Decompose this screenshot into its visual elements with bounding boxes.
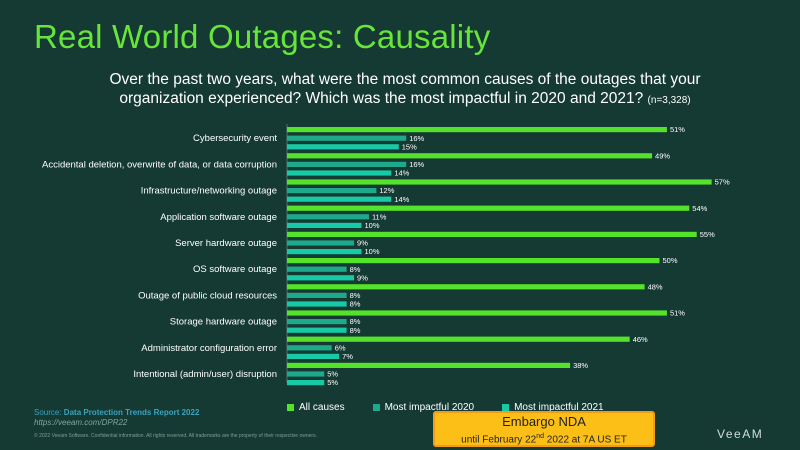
value-label-impactful-2021-administrator-configuration-error: 7%: [342, 352, 353, 361]
subtitle-question: organization experienced? Which was the …: [119, 90, 644, 107]
value-label-impactful-2020-intentional-admin-user-disruption: 5%: [327, 370, 338, 379]
category-label-intentional-admin-user-disruption: Intentional (admin/user) disruption: [133, 369, 277, 380]
value-label-impactful-2021-intentional-admin-user-disruption: 5%: [327, 378, 338, 387]
value-label-impactful-2021-server-hardware-outage: 10%: [365, 247, 380, 256]
value-label-impactful-2020-storage-hardware-outage: 8%: [350, 317, 361, 326]
bar-all-causes-infrastructure-networking-outage: [287, 179, 712, 185]
bar-impactful-2021-os-software-outage: [287, 275, 355, 281]
bar-all-causes-accidental-deletion-overwrite-of-data-or-data-corruption: [287, 153, 653, 159]
bar-impactful-2021-intentional-admin-user-disruption: [287, 380, 325, 386]
bar-impactful-2020-outage-of-public-cloud-resources: [287, 292, 347, 298]
value-label-all-causes-os-software-outage: 50%: [663, 256, 678, 265]
category-label-application-software-outage: Application software outage: [160, 212, 277, 223]
bar-impactful-2020-accidental-deletion-overwrite-of-data-or-data-corruption: [287, 161, 407, 167]
value-label-all-causes-cybersecurity-event: 51%: [670, 125, 685, 134]
category-label-administrator-configuration-error: Administrator configuration error: [141, 343, 277, 354]
bar-impactful-2020-application-software-outage: [287, 214, 369, 220]
slide-subtitle: Over the past two years, what were the m…: [70, 70, 740, 110]
value-label-impactful-2021-accidental-deletion-overwrite-of-data-or-data-corruption: 14%: [394, 169, 409, 178]
bar-impactful-2021-storage-hardware-outage: [287, 327, 347, 333]
value-label-impactful-2021-application-software-outage: 10%: [365, 221, 380, 230]
legend-item-all-causes: All causes: [287, 400, 345, 414]
value-label-impactful-2020-server-hardware-outage: 9%: [357, 239, 368, 248]
value-label-impactful-2020-infrastructure-networking-outage: 12%: [379, 186, 394, 195]
category-label-storage-hardware-outage: Storage hardware outage: [170, 317, 277, 328]
bar-all-causes-administrator-configuration-error: [287, 336, 630, 342]
value-label-impactful-2021-outage-of-public-cloud-resources: 8%: [350, 300, 361, 309]
bar-impactful-2021-accidental-deletion-overwrite-of-data-or-data-corruption: [287, 170, 392, 176]
copyright-notice: © 2022 Veeam Software. Confidential info…: [34, 433, 317, 439]
source-report-title: Data Protection Trends Report 2022: [63, 408, 200, 417]
bar-impactful-2020-server-hardware-outage: [287, 240, 355, 246]
embargo-box: Embargo NDA until February 22nd 2022 at …: [433, 411, 655, 447]
embargo-title: Embargo NDA: [502, 414, 586, 429]
legend-label-all-causes: All causes: [299, 401, 345, 413]
value-label-impactful-2021-cybersecurity-event: 15%: [402, 142, 417, 151]
value-label-impactful-2021-storage-hardware-outage: 8%: [350, 326, 361, 335]
subtitle-line-2: organization experienced? Which was the …: [70, 89, 740, 110]
value-label-impactful-2020-cybersecurity-event: 16%: [409, 134, 424, 143]
bar-impactful-2021-cybersecurity-event: [287, 144, 399, 150]
bar-all-causes-outage-of-public-cloud-resources: [287, 284, 645, 290]
value-label-all-causes-outage-of-public-cloud-resources: 48%: [648, 282, 663, 291]
bar-impactful-2020-cybersecurity-event: [287, 135, 407, 141]
bar-all-causes-storage-hardware-outage: [287, 310, 667, 316]
value-label-impactful-2020-outage-of-public-cloud-resources: 8%: [350, 291, 361, 300]
bar-all-causes-cybersecurity-event: [287, 127, 667, 133]
bar-impactful-2020-infrastructure-networking-outage: [287, 188, 377, 194]
legend-item-2021: Most impactful 2021: [502, 400, 604, 414]
embargo-date-suffix: nd: [536, 433, 544, 440]
category-label-cybersecurity-event: Cybersecurity event: [193, 133, 277, 144]
veeam-logo: VeeAM: [717, 427, 764, 441]
embargo-date-start: until February 22: [461, 434, 537, 446]
legend-item-2020: Most impactful 2020: [372, 400, 475, 414]
category-label-accidental-deletion-overwrite-of-data-or-data-corruption: Accidental deletion, overwrite of data, …: [42, 159, 277, 170]
category-label-server-hardware-outage: Server hardware outage: [175, 238, 277, 249]
bar-all-causes-application-software-outage: [287, 205, 690, 211]
value-label-impactful-2021-os-software-outage: 9%: [357, 273, 368, 282]
bar-all-causes-os-software-outage: [287, 258, 660, 264]
value-label-impactful-2020-accidental-deletion-overwrite-of-data-or-data-corruption: 16%: [409, 160, 424, 169]
sample-size: (n=3,328): [647, 95, 691, 106]
bar-impactful-2021-outage-of-public-cloud-resources: [287, 301, 347, 307]
source-link[interactable]: https://veeam.com/DPR22: [34, 418, 128, 427]
bar-all-causes-intentional-admin-user-disruption: [287, 362, 571, 368]
value-label-impactful-2020-application-software-outage: 11%: [372, 212, 387, 221]
slide-title: Real World Outages: Causality: [34, 18, 491, 55]
value-label-all-causes-server-hardware-outage: 55%: [700, 230, 715, 239]
value-label-impactful-2020-administrator-configuration-error: 6%: [335, 343, 346, 352]
source-label: Source:: [34, 408, 64, 417]
chart-legend: All causes Most impactful 2020 Most impa…: [287, 400, 604, 414]
value-label-all-causes-administrator-configuration-error: 46%: [633, 335, 648, 344]
bar-impactful-2021-application-software-outage: [287, 222, 362, 228]
legend-swatch-all-causes: [287, 403, 294, 411]
category-label-outage-of-public-cloud-resources: Outage of public cloud resources: [138, 290, 277, 301]
bar-impactful-2021-administrator-configuration-error: [287, 353, 340, 359]
value-label-all-causes-storage-hardware-outage: 51%: [670, 309, 685, 318]
legend-label-2021: Most impactful 2021: [514, 401, 604, 413]
value-label-all-causes-infrastructure-networking-outage: 57%: [715, 178, 730, 187]
bar-impactful-2021-infrastructure-networking-outage: [287, 196, 392, 202]
bar-all-causes-server-hardware-outage: [287, 231, 697, 237]
subtitle-line-1: Over the past two years, what were the m…: [109, 71, 701, 88]
bar-impactful-2020-storage-hardware-outage: [287, 319, 347, 325]
source-note: Source: Data Protection Trends Report 20…: [34, 408, 199, 428]
bar-impactful-2020-os-software-outage: [287, 266, 347, 272]
bar-impactful-2020-administrator-configuration-error: [287, 345, 332, 351]
embargo-date-end: 2022 at 7A US ET: [544, 434, 627, 446]
category-label-infrastructure-networking-outage: Infrastructure/networking outage: [141, 186, 277, 197]
value-label-all-causes-intentional-admin-user-disruption: 38%: [573, 361, 588, 370]
embargo-date: until February 22nd 2022 at 7A US ET: [435, 430, 653, 447]
bar-impactful-2021-server-hardware-outage: [287, 249, 362, 255]
value-label-all-causes-application-software-outage: 54%: [692, 204, 707, 213]
bar-impactful-2020-intentional-admin-user-disruption: [287, 371, 325, 377]
legend-swatch-2021: [502, 403, 510, 411]
value-label-impactful-2020-os-software-outage: 8%: [350, 265, 361, 274]
legend-label-2020: Most impactful 2020: [384, 401, 475, 413]
value-label-all-causes-accidental-deletion-overwrite-of-data-or-data-corruption: 49%: [655, 151, 670, 160]
category-label-os-software-outage: OS software outage: [193, 264, 277, 275]
legend-swatch-2020: [372, 403, 380, 411]
value-label-impactful-2021-infrastructure-networking-outage: 14%: [394, 195, 409, 204]
